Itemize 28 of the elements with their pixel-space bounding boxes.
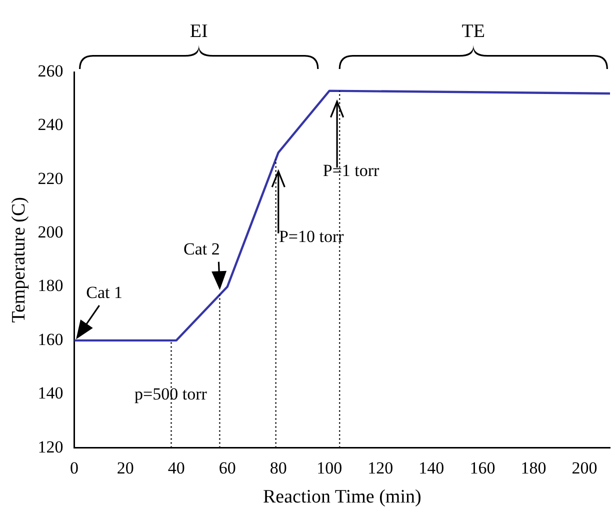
- x-axis-title: Reaction Time (min): [262, 486, 422, 508]
- x-tick-label: 0: [70, 458, 79, 478]
- x-tick-label: 120: [368, 458, 394, 478]
- annotation: Cat 2: [184, 239, 220, 258]
- text: EI: [190, 20, 208, 42]
- x-tick-label: 100: [316, 458, 342, 478]
- y-tick-label: 140: [38, 384, 64, 403]
- y-tick-label: 180: [38, 276, 64, 296]
- x-tick-label: 40: [168, 458, 185, 478]
- x-tick-label: 200: [572, 458, 598, 478]
- x-tick-label: 60: [218, 458, 236, 478]
- x-tick-label: 140: [418, 458, 444, 478]
- y-axis-title: Temperature (C): [8, 196, 30, 323]
- y-tick-label: 160: [38, 330, 64, 349]
- text: TE: [462, 20, 486, 42]
- x-tick-label: 160: [470, 458, 496, 478]
- annotation: P=1 torr: [322, 160, 380, 180]
- y-tick-label: 200: [38, 222, 64, 242]
- x-tick-label: 80: [270, 458, 287, 478]
- y-tick-label: 220: [38, 168, 64, 188]
- y-tick-label: 120: [38, 437, 64, 456]
- annotation: Cat 1: [86, 282, 122, 302]
- annotation: P=10 torr: [278, 226, 344, 246]
- x-tick-label: 20: [116, 458, 134, 478]
- y-tick-label: 240: [38, 115, 64, 134]
- annotation: p=500 torr: [134, 384, 208, 404]
- y-tick-label: 260: [38, 61, 64, 80]
- x-tick-label: 180: [520, 458, 546, 478]
